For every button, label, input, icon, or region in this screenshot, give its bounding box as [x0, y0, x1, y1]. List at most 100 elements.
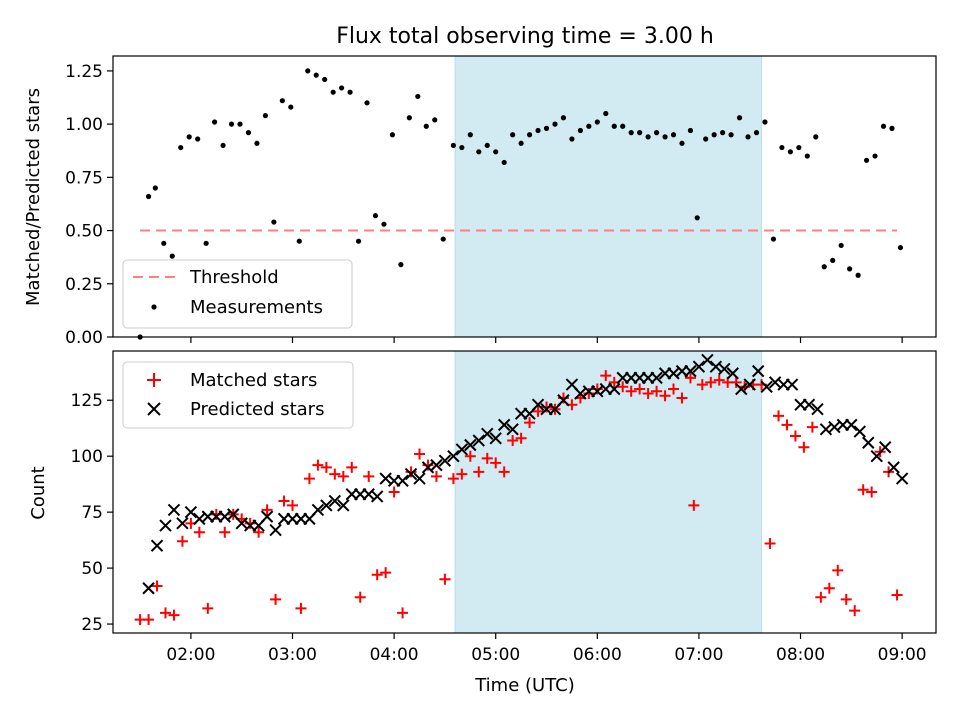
measurement-point [313, 72, 319, 78]
measurement-point [560, 115, 567, 121]
measurement-point [305, 68, 311, 74]
measurement-point [586, 123, 592, 129]
measurement-point [406, 115, 412, 121]
measurement-point [339, 85, 345, 91]
measurement-point [855, 272, 861, 278]
predicted-star-point [455, 443, 469, 456]
predicted-star-point [692, 360, 706, 373]
matched-star-point [176, 535, 188, 547]
measurement-point [653, 130, 660, 136]
measurement-point [880, 123, 887, 129]
bottom-x-tick-label: 08:00 [776, 645, 825, 665]
predicted-star-point [735, 382, 748, 396]
measurement-point [245, 130, 252, 136]
measurement-point [711, 132, 717, 138]
top-y-tick-label: 1.25 [65, 62, 103, 82]
predicted-star-point [506, 423, 519, 436]
measurement-point [432, 117, 438, 123]
bottom-x-ticks: 02:00 03:00 04:00 05:00 06:00 07:00 08:00 09:00 [166, 633, 927, 665]
matched-star-point [688, 499, 700, 511]
matched-star-point [261, 504, 273, 516]
legend-predicted-label: Predicted stars [190, 399, 324, 420]
measurement-point [364, 100, 370, 106]
predicted-star-point [184, 505, 198, 519]
bottom-y-tick-label: 25 [81, 615, 103, 635]
matched-star-point [464, 450, 476, 462]
bottom-y-ticks: 25 50 75 100 125 [71, 391, 113, 635]
matched-star-point [676, 392, 688, 404]
measurement-point [526, 132, 533, 138]
measurement-point [423, 123, 429, 129]
measurement-point [620, 123, 626, 129]
matched-star-point [866, 486, 878, 498]
bottom-axes-frame [112, 350, 937, 634]
measurement-point [628, 130, 634, 136]
measurement-point [813, 134, 819, 140]
measurement-point [703, 136, 709, 142]
bottom-x-tick-label: 03:00 [268, 645, 317, 665]
matched-star-point [798, 441, 810, 453]
matched-star-point [625, 385, 637, 397]
predicted-star-point [472, 434, 485, 447]
predicted-star-point [337, 499, 350, 512]
matched-star-point [219, 526, 231, 538]
matched-star-point [430, 470, 442, 482]
bottom-y-tick-label: 100 [71, 447, 103, 467]
matched-star-point [371, 569, 383, 581]
observing-window-span [454, 350, 763, 634]
matched-star-point [730, 376, 742, 388]
top-y-tick-label: 1.00 [65, 115, 103, 135]
predicted-star-point [447, 449, 460, 463]
measurement-point [440, 236, 446, 242]
measurement-point [347, 89, 353, 95]
predicted-star-point [650, 371, 663, 385]
matched-star-point [634, 383, 646, 395]
observing-window-span [454, 55, 763, 338]
predicted-star-point [489, 432, 502, 445]
matched-star-point [823, 582, 835, 594]
measurement-point [322, 76, 328, 83]
predicted-star-point [743, 378, 756, 391]
measurement-point [484, 142, 490, 149]
legend-threshold-label: Threshold [189, 267, 279, 288]
matched-star-point [532, 405, 544, 417]
legend-matched-label: Matched stars [190, 370, 317, 391]
predicted-star-point [396, 474, 409, 488]
measurement-point [254, 140, 260, 146]
measurement-point [389, 132, 396, 138]
predicted-star-point [862, 436, 875, 449]
measurement-point [847, 266, 853, 272]
matched-star-point [312, 459, 324, 471]
measurement-point [152, 185, 158, 191]
matched-star-point [143, 614, 155, 626]
matched-star-point [815, 591, 827, 603]
matched-star-point [515, 432, 527, 444]
matched-star-point [507, 435, 519, 447]
predicted-star-point [760, 380, 773, 394]
matched-star-point [583, 388, 595, 400]
measurement-point [450, 142, 456, 149]
matched-star-point [287, 499, 299, 511]
measurement-point [262, 113, 269, 119]
matched-star-point [668, 383, 680, 395]
measurement-point [161, 240, 167, 246]
measurement-point [415, 93, 421, 100]
predicted-star-point [608, 382, 621, 396]
matched-star-point [891, 589, 903, 601]
predicted-star-point [438, 454, 452, 467]
bottom-x-tick-label: 04:00 [370, 645, 419, 665]
top-legend-box [122, 259, 353, 329]
measurement-point [355, 238, 362, 244]
matched-star-point [524, 417, 536, 429]
predicted-star-point [311, 503, 325, 517]
bottom-legend-box [122, 361, 354, 429]
predicted-star-point [269, 523, 282, 537]
measurement-point [694, 215, 700, 221]
matched-star-point [159, 607, 171, 619]
matched-star-point [210, 508, 222, 520]
measurement-point [237, 121, 243, 127]
bottom-y-tick-label: 75 [81, 503, 103, 523]
matched-star-point [422, 459, 434, 471]
bottom-x-tick-label: 06:00 [573, 645, 622, 665]
top-chart-title: Flux total observing time = 3.00 h [336, 24, 714, 49]
